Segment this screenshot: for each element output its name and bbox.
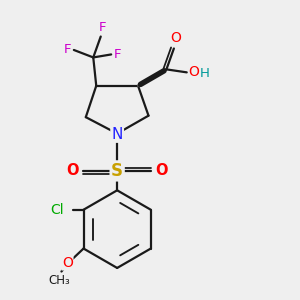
Text: F: F [114,48,121,61]
Text: F: F [98,21,106,34]
Text: Cl: Cl [50,203,64,217]
Text: O: O [188,65,199,79]
Text: O: O [67,164,79,178]
Text: F: F [64,44,71,56]
Text: N: N [112,127,123,142]
Text: O: O [62,256,73,270]
Text: CH₃: CH₃ [48,274,70,287]
Text: H: H [199,68,209,80]
Text: S: S [111,162,123,180]
Text: O: O [170,32,181,46]
Text: O: O [155,164,168,178]
